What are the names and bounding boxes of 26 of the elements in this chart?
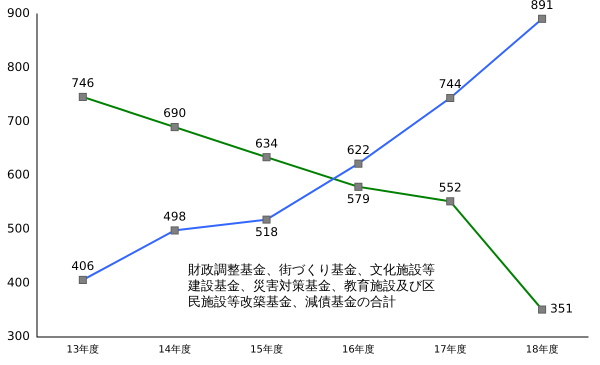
data-label: 891 xyxy=(530,0,554,12)
data-label: 406 xyxy=(71,259,94,274)
x-tick-label: 15年度 xyxy=(250,344,283,356)
y-tick-label: 600 xyxy=(7,168,30,182)
y-tick-label: 300 xyxy=(7,329,30,344)
data-label: 552 xyxy=(438,180,462,194)
annotation: 財政調整基金、街づくり基金、文化施設等建設基金、災害対策基金、教育施設及び区民施設等改築基金、減債基金の合計 xyxy=(188,263,436,311)
x-tick-label: 16年度 xyxy=(342,344,375,356)
y-tick-label: 500 xyxy=(7,221,30,236)
data-label: 744 xyxy=(438,77,462,92)
data-label: 579 xyxy=(346,192,370,206)
x-tick-label: 17年度 xyxy=(434,344,467,356)
y-tick-label: 900 xyxy=(7,6,30,20)
y-tick-label: 800 xyxy=(7,60,30,74)
data-label: 690 xyxy=(163,106,186,120)
x-tick-label: 14年度 xyxy=(158,344,192,356)
x-tick-label: 18年度 xyxy=(526,344,558,356)
data-label: 518 xyxy=(255,224,278,239)
y-tick-label: 400 xyxy=(7,275,30,290)
x-tick-label: 13年度 xyxy=(66,344,100,356)
data-label: 746 xyxy=(71,76,94,90)
y-tick-label: 700 xyxy=(7,114,30,128)
data-label: 498 xyxy=(163,210,186,224)
data-label: 622 xyxy=(346,142,370,157)
data-label: 634 xyxy=(255,136,278,150)
data-label: 351 xyxy=(550,302,573,316)
